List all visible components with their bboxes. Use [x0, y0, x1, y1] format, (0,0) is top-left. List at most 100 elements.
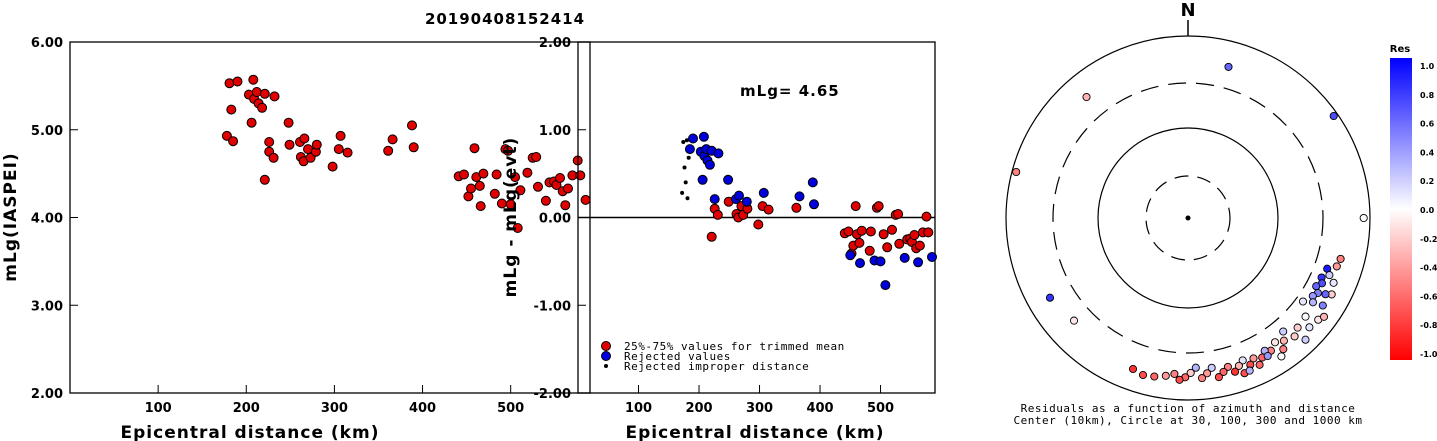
colorbar-tick-label: 0.0	[1420, 206, 1435, 215]
y-tick-label: 2.00	[31, 387, 63, 402]
north-label: N	[1180, 0, 1195, 21]
data-point	[383, 145, 394, 156]
station-point	[1249, 354, 1258, 363]
data-point	[873, 201, 884, 212]
residual-chart: -2.00 -1.00 0.00 1.00 2.00 100 200 300 400 500 m…	[501, 36, 937, 441]
legend-marker-improper-distance	[604, 364, 608, 368]
data-point	[407, 120, 417, 131]
data-point	[283, 117, 294, 128]
mlg-annotation: mLg= 4.65	[740, 82, 840, 100]
x-tick-label: 500	[867, 401, 894, 416]
data-point	[264, 137, 275, 147]
station-point	[1329, 278, 1338, 287]
data-point	[284, 139, 295, 150]
data-point	[684, 138, 689, 143]
data-point	[698, 131, 709, 142]
data-point	[684, 144, 695, 155]
data-point	[491, 169, 502, 180]
data-point	[704, 159, 715, 170]
station-point	[1012, 167, 1021, 177]
data-point	[878, 229, 889, 240]
data-point	[894, 238, 905, 249]
station-point	[1332, 262, 1341, 271]
data-point	[809, 199, 819, 210]
data-point	[923, 227, 934, 238]
data-point	[856, 225, 867, 236]
colorbar-ticks: 1.0 0.8 0.6 0.4 0.2 0.0 -0.2 -0.4 -0.6 -0.8 -1.0	[1420, 62, 1437, 359]
colorbar-label: Res	[1390, 44, 1410, 55]
data-points	[221, 74, 591, 233]
station-point	[1255, 360, 1264, 369]
ring-1000km	[1005, 35, 1371, 401]
x-tick-label: 500	[497, 401, 524, 416]
x-tick-label: 200	[233, 401, 260, 416]
station-point	[1234, 361, 1243, 370]
data-point	[387, 134, 398, 145]
colorbar-tick-label: 0.4	[1420, 148, 1435, 157]
data-point	[515, 185, 526, 196]
data-point	[268, 152, 279, 163]
station-point	[1150, 372, 1159, 381]
colorbar-tick-label: -1.0	[1420, 350, 1437, 359]
station-point	[1203, 369, 1212, 378]
data-point	[741, 196, 752, 207]
data-point	[560, 200, 571, 211]
x-tick-label: 400	[806, 401, 833, 416]
data-point	[555, 173, 565, 183]
data-point	[540, 195, 551, 206]
station-point	[1279, 327, 1288, 336]
data-point	[510, 172, 521, 183]
data-point	[681, 140, 686, 144]
data-point	[734, 190, 744, 201]
azimuth-distance-map: N Residuals as a function of azimuth and…	[1005, 0, 1371, 427]
data-point	[512, 223, 523, 233]
data-point	[466, 183, 476, 194]
station-point	[1277, 352, 1286, 361]
magnitude-chart: 2.00 3.00 4.00 5.00 6.00 100 200 300 400 500 Epi…	[1, 36, 591, 441]
ring-100km	[1097, 127, 1279, 309]
data-point	[248, 74, 259, 85]
y-tick-label: 6.00	[31, 36, 63, 51]
data-point	[489, 188, 500, 199]
y-tick-label: 2.00	[539, 36, 571, 51]
colorbar-tick-label: -0.6	[1420, 292, 1437, 301]
data-point	[697, 174, 708, 185]
legend-label-rejected: Rejected values	[624, 350, 731, 363]
data-point	[753, 219, 764, 230]
data-point	[228, 136, 239, 147]
station-point	[1138, 370, 1148, 380]
y-tick-label: -2.00	[534, 387, 571, 402]
station-point	[1224, 62, 1233, 71]
data-point	[882, 242, 893, 253]
data-point	[713, 148, 724, 159]
data-point	[311, 139, 322, 150]
station-point	[1207, 363, 1216, 372]
station-point	[1238, 356, 1247, 365]
x-axis-label: Epicentral distance (km)	[121, 423, 380, 441]
data-point	[688, 133, 698, 144]
data-point	[914, 240, 925, 251]
x-tick-label: 300	[321, 401, 348, 416]
y-axis-label: mLg - mLg(evt)	[501, 137, 521, 298]
station-point	[1305, 323, 1314, 332]
data-point	[333, 144, 344, 155]
x-tick-label: 100	[145, 401, 172, 416]
station-point	[1329, 111, 1338, 121]
data-point	[909, 230, 920, 240]
y-tick-label: 4.00	[31, 212, 63, 227]
data-point	[709, 194, 720, 205]
station-point	[1318, 301, 1327, 310]
station-point	[1082, 92, 1091, 102]
station-point	[1308, 298, 1318, 307]
data-point	[246, 117, 257, 128]
station-point	[1045, 293, 1055, 302]
data-point	[887, 224, 897, 235]
station-point	[1270, 338, 1280, 347]
data-point	[706, 231, 717, 242]
station-point	[1219, 367, 1228, 376]
caption-line-2: Center (10km), Circle at 30, 100, 300 an…	[1013, 414, 1362, 427]
data-point	[685, 196, 690, 201]
data-point	[224, 78, 235, 89]
data-point	[259, 174, 270, 185]
data-point	[712, 209, 723, 220]
